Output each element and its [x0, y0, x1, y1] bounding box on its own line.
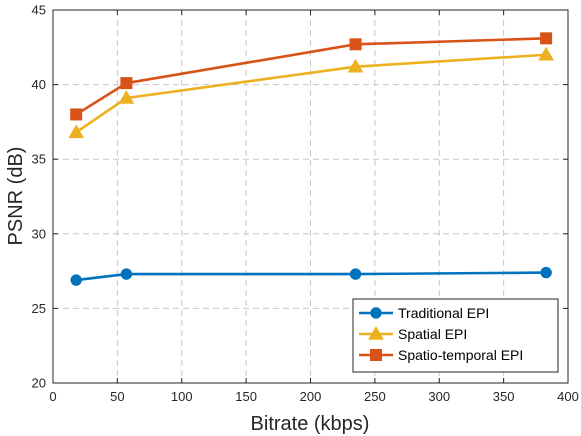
y-tick-label: 45	[32, 3, 46, 18]
y-axis-title: PSNR (dB)	[5, 147, 27, 246]
x-tick-label: 150	[235, 389, 257, 404]
tick-labels: 0 50 100 150 200 250 300 350 400 20 25 30 35 40 45	[32, 3, 579, 405]
series-spatial-epi	[68, 46, 554, 139]
series-line	[76, 271, 547, 282]
legend-item: Spatial EPI	[359, 325, 467, 342]
y-tick-label: 25	[32, 301, 46, 316]
x-tick-label: 200	[300, 389, 322, 404]
data-point	[70, 108, 83, 121]
x-tick-label: 350	[493, 389, 515, 404]
y-tick-label: 35	[32, 152, 46, 167]
legend-marker	[370, 349, 382, 361]
series-spatio-temporal-epi	[70, 32, 553, 121]
data-point	[118, 90, 135, 104]
legend-label: Spatio-temporal EPI	[398, 347, 523, 363]
y-tick-label: 30	[32, 226, 46, 241]
data-point	[70, 274, 82, 286]
y-tick-label: 20	[32, 376, 46, 391]
x-tick-label: 50	[110, 389, 124, 404]
y-tick-label: 40	[32, 77, 46, 92]
data-point	[349, 38, 362, 51]
x-tick-label: 100	[171, 389, 193, 404]
x-tick-label: 250	[364, 389, 386, 404]
data-point	[349, 268, 362, 280]
legend-item: Spatio-temporal EPI	[359, 347, 523, 363]
x-tick-label: 400	[557, 389, 579, 404]
legend-box	[352, 298, 559, 373]
data-point	[540, 32, 553, 45]
legend-item: Traditional EPI	[359, 305, 489, 321]
data-point	[120, 268, 133, 280]
legend: Traditional EPI Spatial EPI Spatio-tempora…	[352, 298, 559, 373]
data-point	[347, 58, 364, 73]
series-traditional-epi	[70, 266, 552, 286]
x-tick-label: 300	[428, 389, 450, 404]
legend-label: Traditional EPI	[398, 305, 489, 321]
data-point	[68, 124, 85, 139]
data-point	[120, 77, 133, 90]
series-layer	[68, 32, 554, 286]
data-point	[538, 46, 554, 61]
x-axis-title: Bitrate (kbps)	[251, 413, 370, 435]
legend-marker	[368, 325, 384, 340]
series-line	[75, 53, 547, 134]
legend-marker	[370, 307, 382, 319]
series-line	[75, 37, 547, 116]
legend-label: Spatial EPI	[398, 326, 467, 342]
x-tick-label: 0	[49, 389, 56, 404]
data-point	[540, 266, 552, 279]
